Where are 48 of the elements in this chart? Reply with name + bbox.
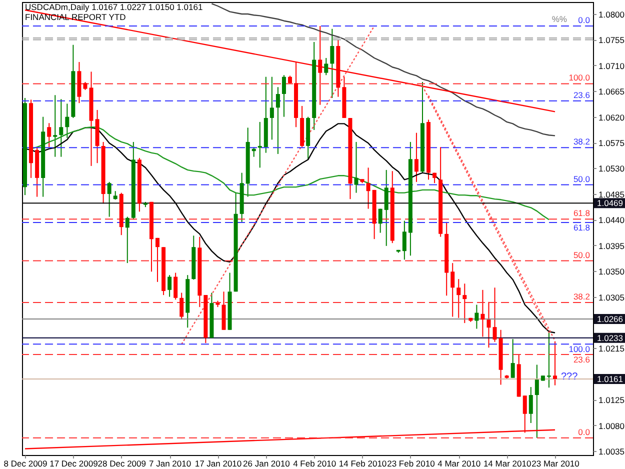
annotation: 50.0 [573,250,590,260]
annotation: 50.0 [573,174,590,184]
annotation: %% [552,14,568,24]
y-tick-label: 1.0755 [598,35,625,46]
y-tick-label: 1.0800 [598,9,625,20]
x-tick-label: 23 Mar 2010 [532,458,580,468]
annotation: 0.0 [578,14,590,25]
y-tick-label: 1.0485 [598,189,625,200]
y-tick-label: 1.0395 [598,240,625,251]
x-tick-label: 17 Jan 2010 [194,458,242,468]
x-tick-label: 23 Feb 2010 [387,458,436,468]
y-tick-label: 1.0215 [598,344,625,354]
x-tick-label: 26 Jan 2010 [243,458,290,468]
annotation: 0.0 [578,426,590,437]
x-tick-label: 28 Dec 2009 [98,458,146,468]
x-tick-label: 8 Dec 2009 [4,458,48,468]
annotation: 61.8 [573,222,590,232]
y-tick-label: 1.0665 [598,86,625,97]
x-tick-label: 7 Jan 2010 [149,458,192,468]
annotation: 38.2 [573,136,590,147]
annotation: 100.0 [568,72,590,83]
y-tick-label: 1.0035 [598,446,625,456]
annotation: 61.8 [573,208,590,218]
y-tick-label: 1.0305 [598,292,625,302]
annotation: 23.6 [573,354,590,364]
y-tick-label: 1.0620 [598,112,625,122]
y-tick-label: 1.0125 [598,395,625,406]
annotation: ??? [560,372,578,383]
annotation: 23.6 [573,90,590,100]
ref-line-label: 1.0469 [597,198,624,208]
y-tick-label: 1.0530 [598,164,625,174]
x-tick-label: 14 Feb 2010 [338,458,387,468]
x-tick-label: 4 Feb 2010 [293,458,336,468]
y-tick-label: 1.0080 [598,420,625,431]
x-tick-label: 14 Mar 2010 [483,458,532,468]
y-tick-label: 1.0575 [598,138,625,148]
y-tick-label: 1.0710 [598,60,625,71]
ref-line-label: 1.0233 [597,332,624,343]
annotation: 38.2 [573,291,590,302]
text: FINANCIAL REPORT YTD [25,12,126,22]
annotation: 100.0 [568,344,590,354]
x-tick-label: 4 Mar 2010 [438,458,481,468]
ref-line-label: 1.0161 [597,374,624,384]
ref-line-label: 1.0266 [597,314,624,324]
chart-title: USDCADm,Daily 1.0167 1.0227 1.0150 1.0161 [25,2,203,12]
y-tick-label: 1.0440 [598,215,625,226]
y-tick-label: 1.0350 [598,266,625,277]
x-tick-label: 17 Dec 2009 [50,458,98,468]
